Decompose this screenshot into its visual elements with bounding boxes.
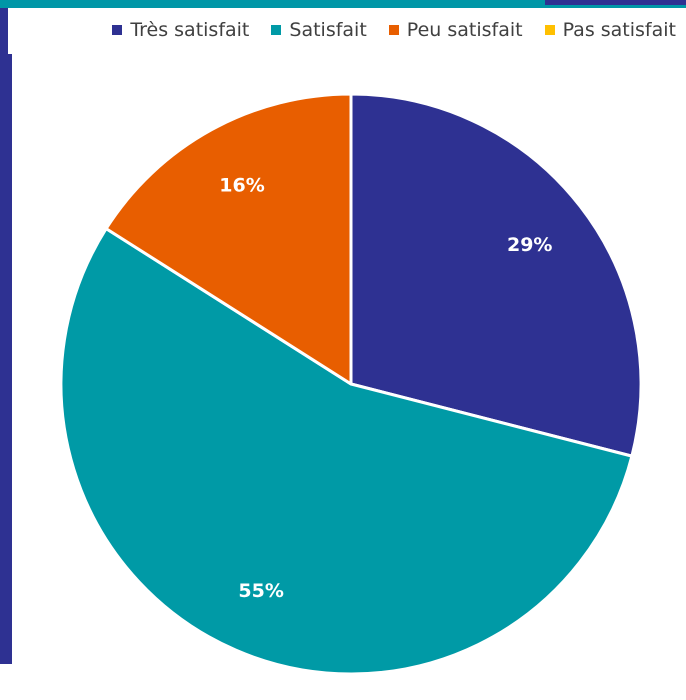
chart-legend: Très satisfait Satisfait Peu satisfait P… <box>0 12 686 48</box>
legend-swatch <box>388 25 399 35</box>
legend-label: Très satisfait <box>130 19 250 41</box>
legend-item-tres-satisfait: Très satisfait <box>112 19 249 41</box>
data-label-peu-satisfait: 16% <box>219 174 264 196</box>
legend-label: Satisfait <box>289 19 367 41</box>
top-accent-strip <box>0 0 686 8</box>
legend-swatch <box>112 25 123 35</box>
pie-slice-peu-satisfait <box>104 92 353 386</box>
legend-label: Pas satisfait <box>562 19 676 41</box>
data-label-satisfait: 55% <box>238 580 283 602</box>
legend-swatch <box>544 25 555 35</box>
legend-label: Peu satisfait <box>406 19 523 41</box>
top-dark-accent <box>545 0 686 5</box>
legend-item-pas-satisfait: Pas satisfait <box>544 19 676 41</box>
legend-item-satisfait: Satisfait <box>271 19 367 41</box>
legend-item-peu-satisfait: Peu satisfait <box>388 19 523 41</box>
data-label-tres-satisfait: 29% <box>507 234 552 256</box>
legend-swatch <box>271 25 282 35</box>
pie-slice-tres-satisfait <box>349 92 643 458</box>
pie-slice-satisfait <box>59 227 634 676</box>
left-accent-bar <box>0 54 12 664</box>
left-accent-bar-top <box>0 8 8 54</box>
